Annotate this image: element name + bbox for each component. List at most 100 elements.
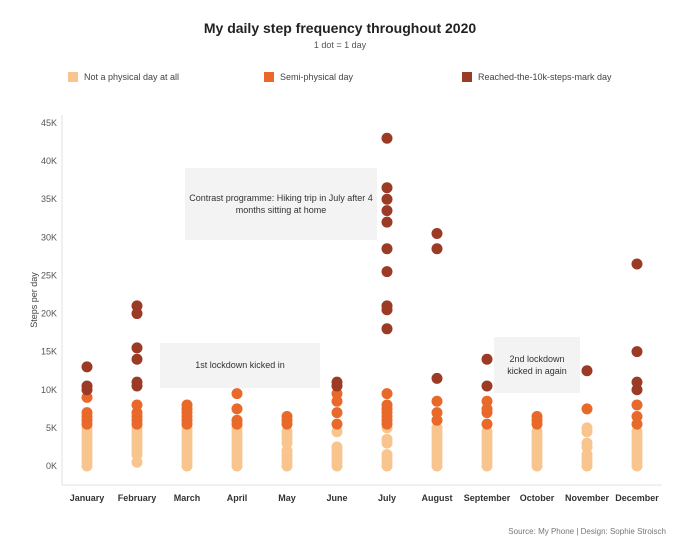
data-point [231,403,243,415]
chart-title: My daily step frequency throughout 2020 [203,20,477,36]
x-tick-label: April [227,493,248,503]
x-tick-label: February [118,493,157,503]
data-point [231,388,243,400]
y-tick-label: 5K [46,423,57,433]
legend-swatch-semi-physical [264,72,274,82]
x-tick-label: June [326,493,347,503]
data-point [481,426,493,438]
legend: Not a physical day at all Semi-physical … [0,72,680,88]
data-point [331,426,343,438]
data-point [581,365,593,377]
data-point [481,418,493,430]
data-point [431,414,443,426]
data-point [81,380,93,392]
data-point [381,433,393,445]
legend-item-not-physical: Not a physical day at all [68,72,179,82]
data-point [381,300,393,312]
data-point [381,182,393,194]
data-point [131,300,143,312]
data-point [381,132,393,144]
x-tick-label: August [422,493,453,503]
data-point [431,228,443,240]
data-point [331,441,343,453]
data-point [181,399,193,411]
data-point [131,456,143,468]
data-point [631,384,643,396]
data-point [381,399,393,411]
data-point [231,414,243,426]
y-tick-label: 40K [41,156,57,166]
legend-label-not-physical: Not a physical day at all [84,72,180,82]
data-point [381,243,393,255]
data-point [431,395,443,407]
data-point [631,399,643,411]
x-tick-label: March [174,493,201,503]
data-point [631,258,643,270]
data-point [631,410,643,422]
y-tick-label: 45K [41,118,57,128]
annotation-first-lockdown: 1st lockdown kicked in [160,343,320,388]
data-point [431,407,443,419]
data-point [581,403,593,415]
x-tick-label: September [464,493,511,503]
y-tick-label: 30K [41,232,57,242]
data-point [531,410,543,422]
data-point [381,266,393,278]
data-point [381,449,393,461]
y-tick-label: 10K [41,385,57,395]
source-credit: Source: My Phone | Design: Sophie Strois… [508,527,666,536]
y-tick-label: 35K [41,194,57,204]
data-point [281,410,293,422]
data-point [131,353,143,365]
legend-label-10k-steps: Reached-the-10k-steps-mark day [478,72,612,82]
data-point [431,372,443,384]
y-tick-label: 0K [46,461,57,471]
chart-subtitle: 1 dot = 1 day [313,40,367,50]
x-tick-label: July [378,493,396,503]
annotation-second-lockdown: 2nd lockdown kicked in again [494,337,580,393]
data-point [631,418,643,430]
data-point [631,346,643,358]
x-tick-label: January [70,493,105,503]
data-point [331,407,343,419]
data-point [331,418,343,430]
data-point [481,380,493,392]
data-point [131,376,143,388]
data-point [331,388,343,400]
y-tick-label: 15K [41,347,57,357]
x-tick-label: November [565,493,610,503]
data-point [281,445,293,457]
data-point [331,395,343,407]
x-tick-label: October [520,493,555,503]
data-point [281,426,293,438]
data-point [381,388,393,400]
data-point [381,193,393,205]
data-point [631,376,643,388]
y-tick-label: 20K [41,309,57,319]
legend-item-semi-physical: Semi-physical day [264,72,353,82]
data-point [481,353,493,365]
legend-swatch-not-physical [68,72,78,82]
data-point [131,399,143,411]
x-tick-label: May [278,493,296,503]
data-point [531,426,543,438]
data-point [131,407,143,419]
data-point [381,323,393,335]
data-point [481,395,493,407]
data-point [581,449,593,461]
data-point [131,308,143,320]
data-point [381,205,393,217]
data-point [331,376,343,388]
data-point [81,407,93,419]
data-point [481,403,493,415]
annotation-hiking-trip: Contrast programme: Hiking trip in July … [185,168,377,240]
data-point [431,243,443,255]
data-point [81,361,93,373]
data-point [131,342,143,354]
data-point [581,437,593,449]
data-point [81,391,93,403]
legend-item-10k-steps: Reached-the-10k-steps-mark day [462,72,612,82]
data-point [431,422,443,434]
data-point [581,422,593,434]
